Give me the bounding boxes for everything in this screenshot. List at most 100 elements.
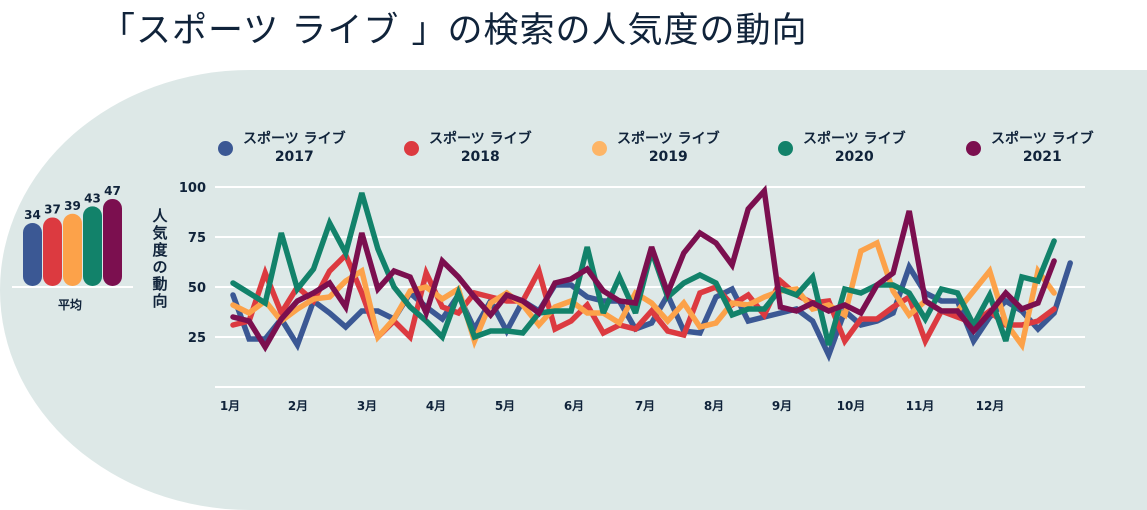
data-point — [618, 300, 620, 302]
data-point — [957, 316, 958, 318]
data-point — [377, 310, 379, 312]
series-line — [230, 184, 1057, 353]
data-point — [506, 300, 508, 302]
data-point — [1005, 292, 1007, 294]
data-point — [1037, 320, 1039, 322]
data-point — [522, 332, 524, 334]
data-point — [828, 300, 830, 302]
data-point — [763, 308, 765, 310]
legend-label: スポーツ ライブ 2018 — [429, 130, 532, 166]
data-point — [602, 312, 604, 314]
data-point — [924, 318, 926, 320]
data-point — [747, 320, 749, 322]
data-point — [409, 276, 411, 278]
data-point — [796, 294, 797, 296]
average-value-label: 39 — [64, 199, 81, 213]
data-point — [892, 290, 894, 292]
data-point — [796, 310, 797, 312]
data-point — [699, 326, 701, 328]
data-point — [232, 294, 234, 296]
legend-label-line2: 2020 — [834, 149, 874, 165]
data-point — [957, 292, 958, 294]
data-point — [377, 336, 379, 338]
data-point — [280, 318, 282, 320]
data-point — [715, 296, 717, 298]
data-point — [425, 312, 427, 314]
data-point — [747, 294, 749, 296]
data-point — [715, 242, 717, 244]
x-tick-label: 2月 — [288, 399, 308, 413]
data-point — [683, 252, 685, 254]
data-point — [699, 274, 701, 276]
data-point — [313, 298, 314, 300]
data-point — [618, 276, 620, 278]
data-point — [763, 314, 765, 316]
data-point — [441, 306, 443, 308]
legend-label: スポーツ ライブ 2021 — [991, 130, 1094, 166]
data-point — [441, 336, 443, 338]
data-point — [844, 304, 846, 306]
data-point — [683, 302, 685, 304]
data-point — [699, 232, 701, 234]
x-tick-label: 7月 — [635, 399, 655, 413]
data-point — [1021, 308, 1023, 310]
data-point — [844, 314, 846, 316]
data-point — [248, 338, 250, 340]
data-point — [554, 328, 556, 330]
data-point — [667, 330, 669, 332]
data-point — [232, 282, 234, 284]
data-point — [715, 282, 717, 284]
data-point — [1005, 340, 1007, 342]
data-point — [651, 310, 653, 312]
average-value-label: 47 — [104, 184, 121, 198]
data-point — [828, 310, 830, 312]
data-point — [731, 264, 733, 266]
data-point — [828, 304, 830, 306]
data-point — [940, 310, 942, 312]
data-point — [1069, 262, 1071, 264]
data-point — [683, 282, 685, 284]
legend-item-2019: スポーツ ライブ 2019 — [592, 130, 720, 166]
y-tick-label: 50 — [188, 281, 206, 296]
data-point — [924, 300, 926, 302]
x-tick-label: 6月 — [564, 399, 584, 413]
legend-label-line1: スポーツ ライブ — [991, 131, 1094, 147]
x-tick-label: 8月 — [704, 399, 724, 413]
data-point — [940, 300, 942, 302]
data-point — [1053, 292, 1055, 294]
line-chart: 25 50 75 100 1月 2月 3月 4月 5月 6月 7月 8月 9月 10月 11月 12月 34 37… — [12, 181, 1085, 413]
data-point — [779, 312, 781, 314]
legend-dot-icon — [966, 140, 981, 156]
data-point — [602, 332, 604, 334]
data-point — [860, 318, 862, 320]
data-point — [329, 282, 331, 284]
y-axis-title: 人気度の動向 — [152, 207, 168, 310]
data-point — [1021, 324, 1023, 326]
data-point — [908, 210, 910, 212]
legend-label-line2: 2019 — [648, 149, 688, 165]
legend-dot-icon — [592, 140, 607, 156]
data-point — [248, 292, 250, 294]
data-point — [892, 284, 894, 286]
data-point — [538, 312, 540, 314]
data-point — [973, 330, 975, 332]
y-tick-label: 75 — [188, 231, 206, 246]
data-point — [924, 340, 926, 342]
data-point — [908, 292, 910, 294]
data-point — [1053, 308, 1055, 310]
x-tick-label: 11月 — [906, 399, 935, 413]
series-2021 — [230, 184, 1057, 353]
data-point — [1005, 322, 1007, 324]
legend-item-2020: スポーツ ライブ 2020 — [778, 130, 906, 166]
data-point — [586, 312, 588, 314]
data-point — [377, 288, 379, 290]
data-point — [1021, 276, 1023, 278]
data-point — [860, 324, 862, 326]
average-bar-2021 — [103, 198, 122, 286]
data-point — [1037, 328, 1039, 330]
data-point — [731, 302, 733, 304]
average-value-label: 37 — [44, 202, 61, 216]
data-point — [973, 340, 975, 342]
data-point — [345, 326, 347, 328]
data-point — [860, 292, 862, 294]
